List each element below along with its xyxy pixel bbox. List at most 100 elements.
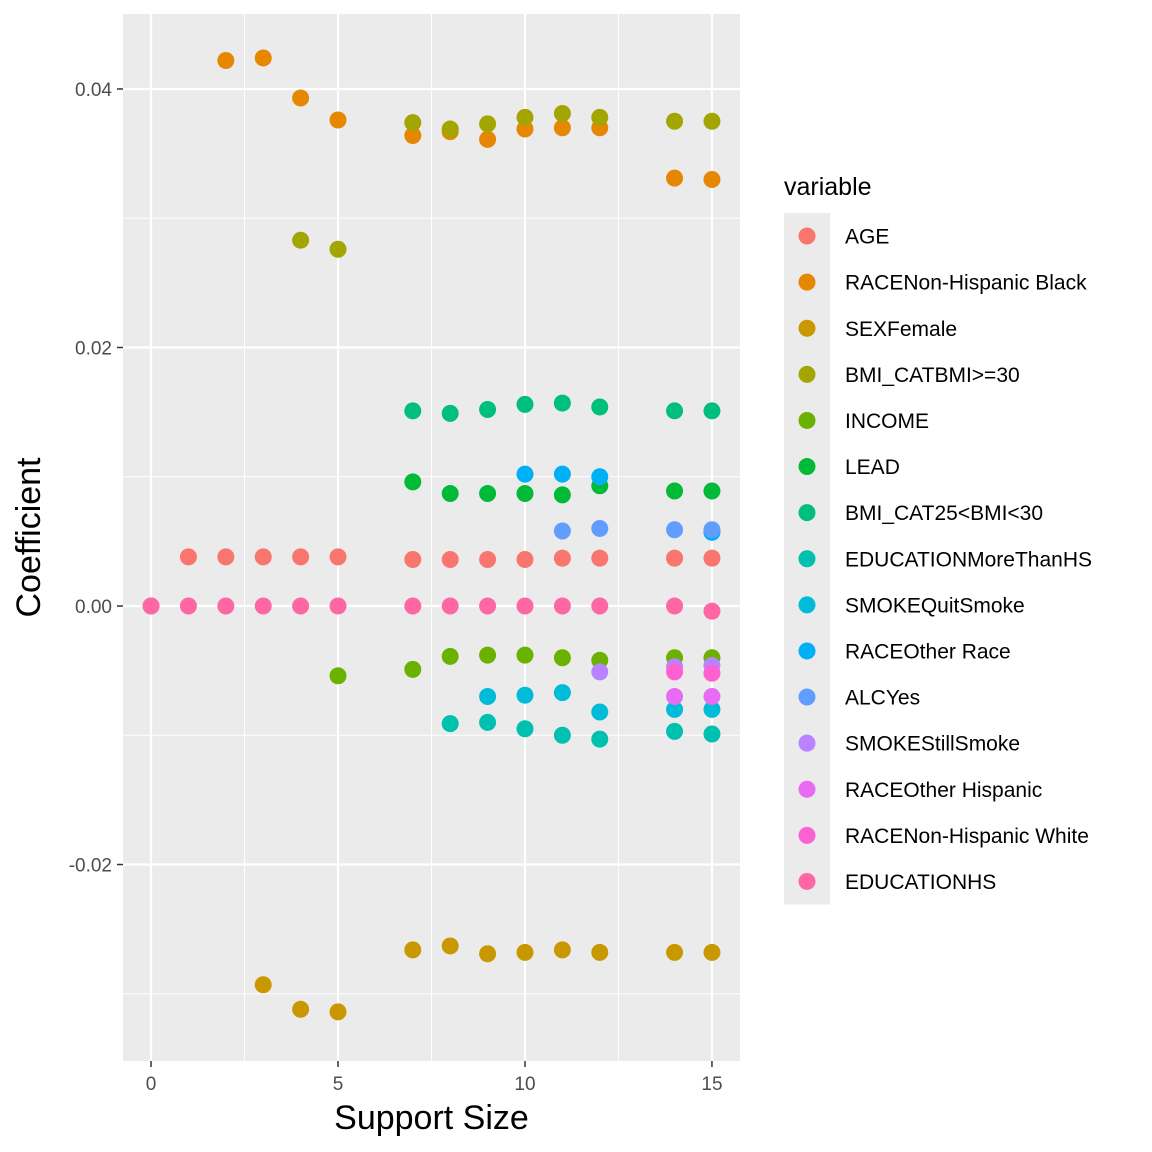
data-point [404,114,422,132]
data-point [516,550,534,568]
y-axis-title: Coefficient [10,457,48,618]
data-point [254,548,272,566]
legend-key [798,550,816,568]
data-point [553,465,571,483]
data-point [179,597,197,615]
data-point [516,943,534,961]
data-point [703,170,721,188]
legend-key [798,227,816,245]
data-point [591,468,609,486]
legend-label: AGE [845,226,889,249]
data-point [666,482,684,500]
data-point [553,549,571,567]
data-point [591,108,609,126]
data-point [329,667,347,685]
data-point [179,548,197,566]
data-point [479,687,497,705]
data-point [329,548,347,566]
data-point [553,941,571,959]
data-point [329,1003,347,1021]
y-tick-label: -0.02 [69,856,112,877]
legend-label: ALCYes [845,687,920,710]
data-point [703,687,721,705]
data-point [441,937,459,955]
y-tick-label: 0.02 [75,338,112,359]
data-point [516,120,534,138]
legend-key [798,365,816,383]
data-point [404,660,422,678]
legend-label: RACENon-Hispanic Black [845,272,1087,295]
x-axis: 0 5 10 15 [146,1061,723,1095]
data-point [666,597,684,615]
x-tick-label: 10 [514,1074,535,1095]
data-point [591,730,609,748]
data-point [703,602,721,620]
data-point [142,597,160,615]
data-point [292,597,310,615]
data-point [516,108,534,126]
data-point [217,52,235,70]
data-point [553,726,571,744]
y-tick-label: 0.00 [75,597,112,618]
data-point [479,485,497,503]
data-point [441,485,459,503]
data-point [479,130,497,148]
data-point [479,945,497,963]
legend-key [798,319,816,337]
data-point [479,713,497,731]
data-point [666,521,684,539]
data-point [441,647,459,665]
data-point [404,127,422,145]
data-point [553,486,571,504]
legend-label: SMOKEStillSmoke [845,733,1020,756]
data-point [591,549,609,567]
data-point [703,482,721,500]
data-point [441,715,459,733]
data-point [516,465,534,483]
data-point [292,548,310,566]
data-point [404,473,422,491]
data-point [666,112,684,130]
data-point [703,402,721,420]
data-point [441,597,459,615]
legend-key [798,872,816,890]
legend-label: BMI_CAT25<BMI<30 [845,502,1043,525]
legend-key [798,826,816,844]
x-axis-title: Support Size [334,1099,529,1137]
data-point [329,111,347,129]
data-point [254,49,272,67]
legend-key [798,458,816,476]
data-point [479,550,497,568]
legend-key [798,780,816,798]
data-point [666,549,684,567]
data-point [479,401,497,419]
legend-key [798,642,816,660]
data-point [591,651,609,669]
data-point [404,941,422,959]
x-tick-label: 5 [333,1074,344,1095]
data-point [703,943,721,961]
legend-label: SEXFemale [845,318,957,341]
data-point [329,240,347,258]
legend-key [798,596,816,614]
data-point [292,89,310,107]
data-point [254,597,272,615]
data-point [591,519,609,537]
legend-label: EDUCATIONMoreThanHS [845,548,1092,571]
data-point [404,402,422,420]
legend-label: RACEOther Hispanic [845,779,1042,802]
data-point [553,105,571,123]
data-point [516,485,534,503]
data-point [703,700,721,718]
legend-label: EDUCATIONHS [845,871,996,894]
data-point [292,1000,310,1018]
data-point [553,522,571,540]
data-point [217,597,235,615]
data-point [441,550,459,568]
x-tick-label: 15 [701,1074,722,1095]
data-point [666,943,684,961]
legend-label: INCOME [845,410,929,433]
data-point [703,549,721,567]
data-point [703,664,721,682]
